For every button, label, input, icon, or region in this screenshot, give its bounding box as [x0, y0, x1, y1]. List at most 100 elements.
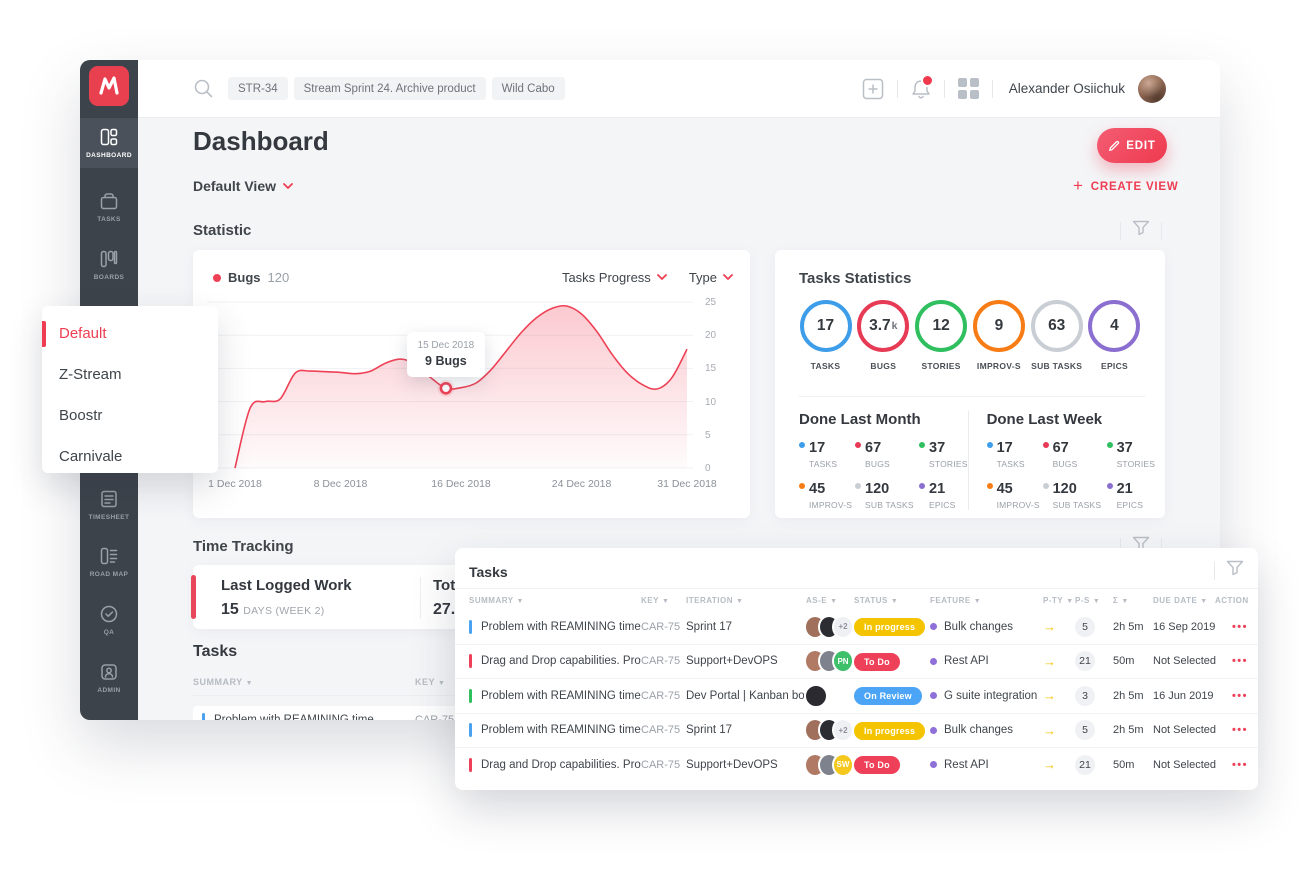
- column-header-key[interactable]: KEY ▼: [641, 595, 670, 605]
- task-feature: G suite integration: [930, 690, 1043, 702]
- add-square-icon[interactable]: [862, 78, 884, 100]
- done-stat-sub-tasks: 120 SUB TASKS: [855, 481, 919, 510]
- task-time: 2h 5m: [1113, 724, 1144, 737]
- feature-label: Bulk changes: [944, 724, 1014, 737]
- sidebar-item-road-map[interactable]: ROAD MAP: [80, 537, 138, 587]
- task-row[interactable]: Problem with REAMINING time CAR-75 Dev Por…: [455, 679, 1258, 714]
- column-header-status[interactable]: STATUS ▼: [854, 595, 899, 605]
- done-stat-label: TASKS: [996, 459, 1025, 469]
- task-row[interactable]: Drag and Drop capabilities. ProductCAR-7…: [455, 748, 1258, 782]
- search-icon[interactable]: [193, 78, 214, 99]
- feature-label: Rest API: [944, 758, 989, 771]
- notification-dot: [920, 73, 934, 87]
- sidebar-item-label: TASKS: [97, 216, 121, 223]
- column-header-iteration[interactable]: ITERATION ▼: [686, 595, 744, 605]
- sidebar-item-tasks[interactable]: TASKS: [80, 182, 138, 232]
- topbar: STR-34 Stream Sprint 24. Archive product W…: [138, 60, 1220, 118]
- tasks-panel-filter-button[interactable]: [1214, 560, 1244, 581]
- done-stat-label: EPICS: [929, 500, 956, 510]
- stat-circle-value: 17: [799, 300, 852, 352]
- sidebar-item-dashboard[interactable]: DASHBOARD: [80, 118, 138, 168]
- row-actions-button[interactable]: •••: [1231, 724, 1248, 737]
- task-summary: Problem with REAMINING time: [469, 688, 641, 703]
- dropdown-item-default[interactable]: Default: [42, 313, 218, 354]
- task-points: 5: [1075, 616, 1113, 637]
- x-tick-label: 16 Dec 2018: [431, 478, 491, 490]
- done-stat-value: 120: [1052, 481, 1077, 497]
- legend-total: 120: [267, 270, 290, 285]
- dropdown-item-z-stream[interactable]: Z-Stream: [59, 366, 122, 383]
- points-badge: 3: [1075, 685, 1095, 706]
- task-time: 2h 5m: [1113, 620, 1144, 633]
- app-logo[interactable]: [89, 66, 129, 106]
- dropdown-item-carnivale[interactable]: Carnivale: [59, 448, 123, 465]
- stat-circle-sub-tasks: 63 SUB TASKS: [1030, 300, 1083, 371]
- bg-column-key[interactable]: KEY ▼: [415, 677, 446, 687]
- statistic-filter-button[interactable]: [1120, 220, 1162, 241]
- create-view-label: CREATE VIEW: [1090, 181, 1179, 193]
- user-name[interactable]: Alexander Osiichuk: [1008, 81, 1125, 96]
- notifications-bell-icon[interactable]: [911, 73, 934, 100]
- status-badge: In progress: [854, 721, 926, 740]
- breadcrumb-tag[interactable]: Stream Sprint 24. Archive product: [293, 77, 486, 100]
- done-stat-value: 21: [929, 481, 946, 497]
- breadcrumb-tag[interactable]: Wild Cabo: [491, 77, 565, 100]
- bg-column-summary[interactable]: SUMMARY ▼: [193, 677, 254, 687]
- tooltip-date: 15 Dec 2018: [417, 340, 475, 352]
- legend-dot: [213, 273, 221, 282]
- column-header-feature[interactable]: FEATURE ▼: [930, 595, 982, 605]
- total-label-clipped: Tot: [433, 577, 456, 594]
- dropdown-item-boostr[interactable]: Boostr: [59, 407, 103, 424]
- breadcrumb-tag[interactable]: STR-34: [228, 77, 288, 100]
- view-selector[interactable]: Default View: [193, 178, 293, 194]
- tasks-progress-dropdown[interactable]: Tasks Progress: [562, 270, 667, 285]
- row-actions-button[interactable]: •••: [1231, 689, 1248, 702]
- done-stat-bugs: 67 BUGS: [1042, 440, 1107, 469]
- chevron-down-icon: [723, 274, 733, 280]
- task-row[interactable]: Problem with REAMINING time CAR-75 Sprint …: [455, 610, 1258, 645]
- row-actions-button[interactable]: •••: [1231, 655, 1248, 668]
- logo-mark-icon: [99, 76, 119, 95]
- stat-dot: [855, 483, 861, 489]
- sidebar-item-boards[interactable]: BOARDS: [80, 240, 138, 290]
- column-header-due-date[interactable]: DUE DATE ▼: [1153, 595, 1208, 605]
- y-tick-label: 5: [705, 429, 711, 441]
- task-row[interactable]: Problem with REAMINING time CAR-75 Sprint …: [455, 713, 1258, 748]
- apps-grid-icon[interactable]: [957, 78, 979, 99]
- sidebar-item-admin[interactable]: ADMIN: [80, 653, 138, 703]
- type-dropdown[interactable]: Type: [689, 270, 733, 285]
- edit-button[interactable]: EDIT: [1097, 128, 1167, 163]
- stat-circle-label: EPICS: [1100, 361, 1128, 371]
- task-due-date: 16 Jun 2019: [1153, 689, 1214, 702]
- column-header-σ[interactable]: Σ ▼: [1113, 595, 1129, 605]
- done-stat-label: STORIES: [929, 459, 968, 469]
- task-row[interactable]: Drag and Drop capabilities. ProductCAR-7…: [455, 644, 1258, 679]
- task-key: CAR-75: [641, 758, 681, 771]
- sidebar-item-timesheet[interactable]: TIMESHEET: [80, 480, 138, 530]
- priority-arrow-icon: →: [1043, 688, 1056, 704]
- row-accent-bar: [469, 654, 472, 669]
- row-actions-button[interactable]: •••: [1231, 758, 1248, 771]
- task-feature: Rest API: [930, 759, 1043, 771]
- column-header-p-ty[interactable]: P-TY ▼: [1043, 595, 1074, 605]
- task-assignees: [804, 683, 854, 708]
- feature-dot: [930, 726, 937, 734]
- column-header-summary[interactable]: SUMMARY ▼: [469, 595, 524, 605]
- sidebar-item-qa[interactable]: QA: [80, 595, 138, 645]
- task-time: 50m: [1113, 655, 1135, 668]
- done-stat-value: 45: [996, 481, 1013, 497]
- divider: [420, 577, 421, 619]
- chart-tooltip: 15 Dec 2018 9 Bugs: [406, 332, 485, 378]
- stat-dot: [919, 483, 925, 489]
- done-groups: Done Last Month 17 TASKS 67 BUGS 37 STORIES 45 I…: [799, 396, 1155, 510]
- row-actions-button[interactable]: •••: [1231, 620, 1248, 633]
- column-header-p-s[interactable]: P-S ▼: [1075, 595, 1101, 605]
- done-group-stats: 17 TASKS 67 BUGS 37 STORIES 45 IMPROV-S 120 SUB T…: [799, 440, 968, 510]
- view-selector-label: Default View: [193, 178, 276, 194]
- task-assignees: SW: [804, 752, 854, 777]
- create-view-button[interactable]: + CREATE VIEW: [1073, 176, 1179, 196]
- divider: [943, 79, 945, 98]
- column-header-as-e[interactable]: AS-E ▼: [806, 595, 838, 605]
- done-stat-epics: 21 EPICS: [919, 481, 968, 510]
- user-avatar[interactable]: [1138, 74, 1166, 103]
